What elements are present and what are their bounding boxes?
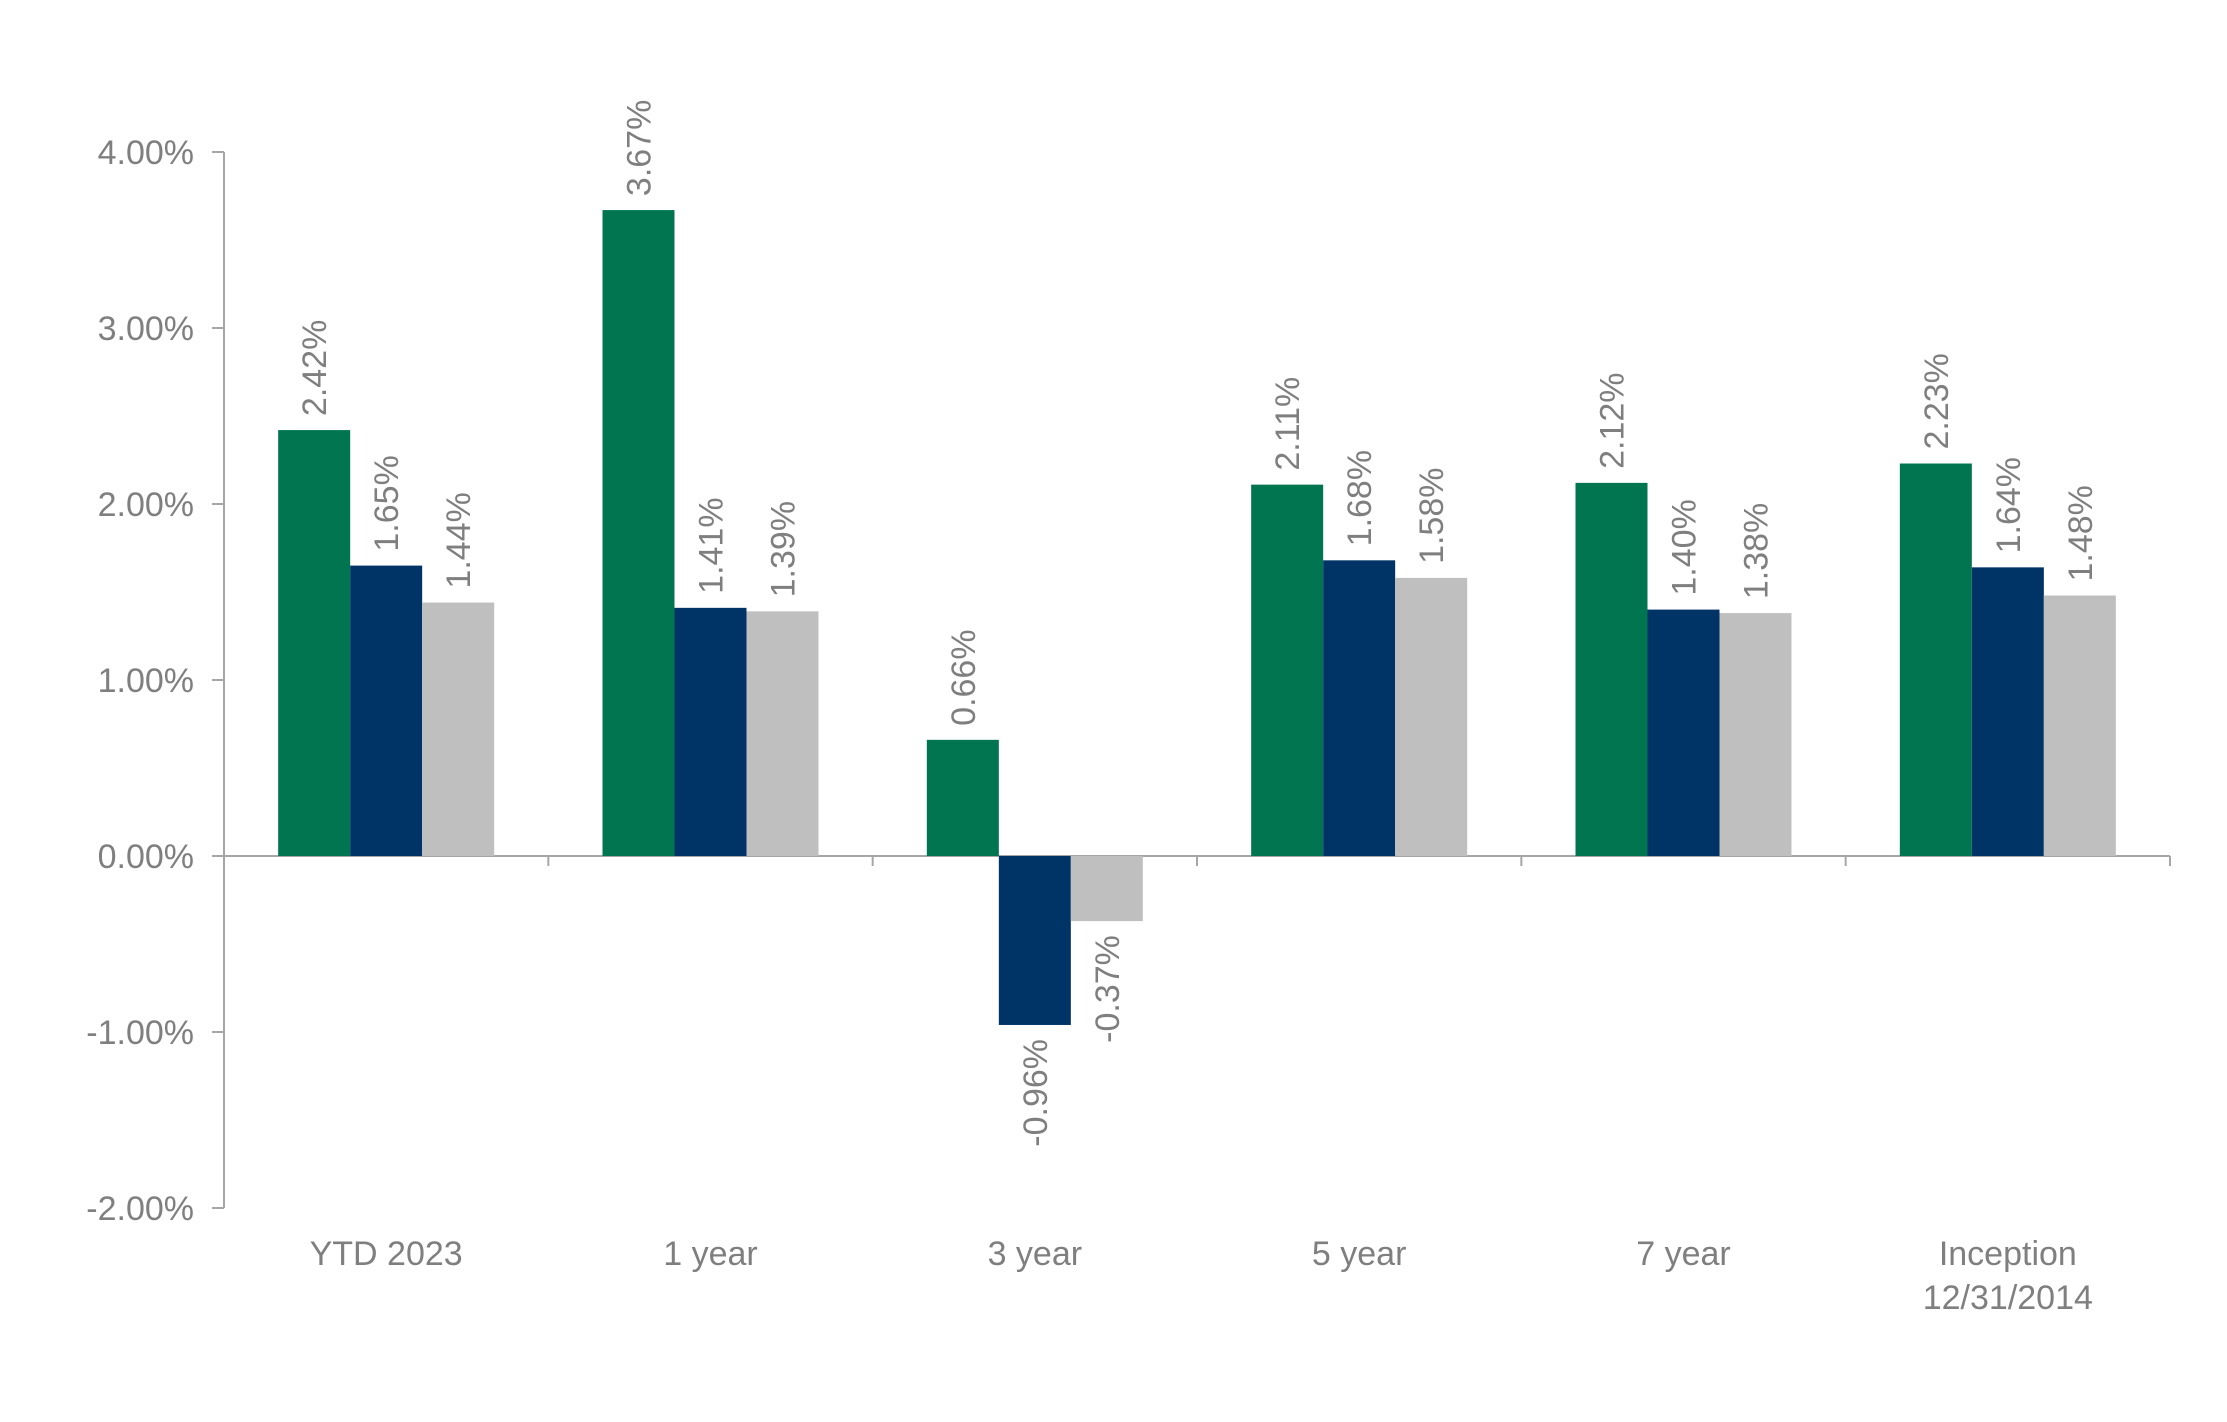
x-category-label: 5 year <box>1312 1235 1407 1273</box>
bar <box>350 565 423 856</box>
y-tick-label: 0.00% <box>98 838 194 876</box>
data-label: 1.44% <box>440 492 478 588</box>
data-label: 1.41% <box>693 497 731 593</box>
bar <box>1251 484 1324 856</box>
bar <box>602 210 675 856</box>
data-label: 2.42% <box>296 320 334 416</box>
bar <box>1719 613 1792 856</box>
bar <box>746 611 819 856</box>
data-label: 3.67% <box>621 100 659 196</box>
bars <box>278 210 2116 1025</box>
bar <box>1070 856 1143 922</box>
x-category-label: 12/31/2014 <box>1923 1279 2093 1317</box>
data-label: 1.64% <box>1990 457 2028 553</box>
x-category-label: Inception <box>1939 1235 2077 1273</box>
data-label: 1.40% <box>1666 499 1704 595</box>
y-tick-label: 4.00% <box>98 134 194 172</box>
x-category-label: 1 year <box>663 1235 758 1273</box>
bar <box>1971 567 2044 856</box>
data-label: 2.11% <box>1269 377 1307 471</box>
y-tick-label: 1.00% <box>98 662 194 700</box>
x-category-label: YTD 2023 <box>310 1235 463 1273</box>
bar <box>278 430 351 856</box>
bar <box>1323 560 1396 856</box>
y-tick-label: 3.00% <box>98 310 194 348</box>
bar <box>1647 609 1720 856</box>
y-tick-label: 2.00% <box>98 486 194 524</box>
data-label: 0.66% <box>945 629 983 725</box>
data-label: 1.65% <box>368 455 406 551</box>
bar <box>2043 595 2116 856</box>
bar <box>1575 482 1648 856</box>
data-label: 1.38% <box>1738 503 1776 599</box>
data-label: 1.58% <box>1413 468 1451 564</box>
y-tick-label: -2.00% <box>86 1190 194 1228</box>
axes: 4.00% 3.00% 2.00% 1.00% 0.00% -1.00% -2.00% <box>86 134 2171 1228</box>
x-category-label: 3 year <box>988 1235 1083 1273</box>
y-tick-label: -1.00% <box>86 1014 194 1052</box>
bar <box>926 739 999 856</box>
bar <box>1899 463 1972 856</box>
data-label: 1.68% <box>1341 450 1379 546</box>
bar <box>1395 577 1468 856</box>
data-label: 1.48% <box>2062 485 2100 581</box>
bar <box>998 856 1071 1025</box>
labels: 2.42% 1.65% 1.44% YTD 2023 3.67% 1.41% 1.39% 1 … <box>296 100 2100 1317</box>
bar <box>422 602 495 856</box>
data-label: -0.37% <box>1089 935 1127 1043</box>
bar <box>674 607 747 856</box>
data-label: -0.96% <box>1017 1039 1055 1147</box>
data-label: 2.23% <box>1918 353 1956 449</box>
data-label: 1.39% <box>765 501 803 597</box>
data-label: 2.12% <box>1594 372 1632 468</box>
x-category-label: 7 year <box>1636 1235 1731 1273</box>
